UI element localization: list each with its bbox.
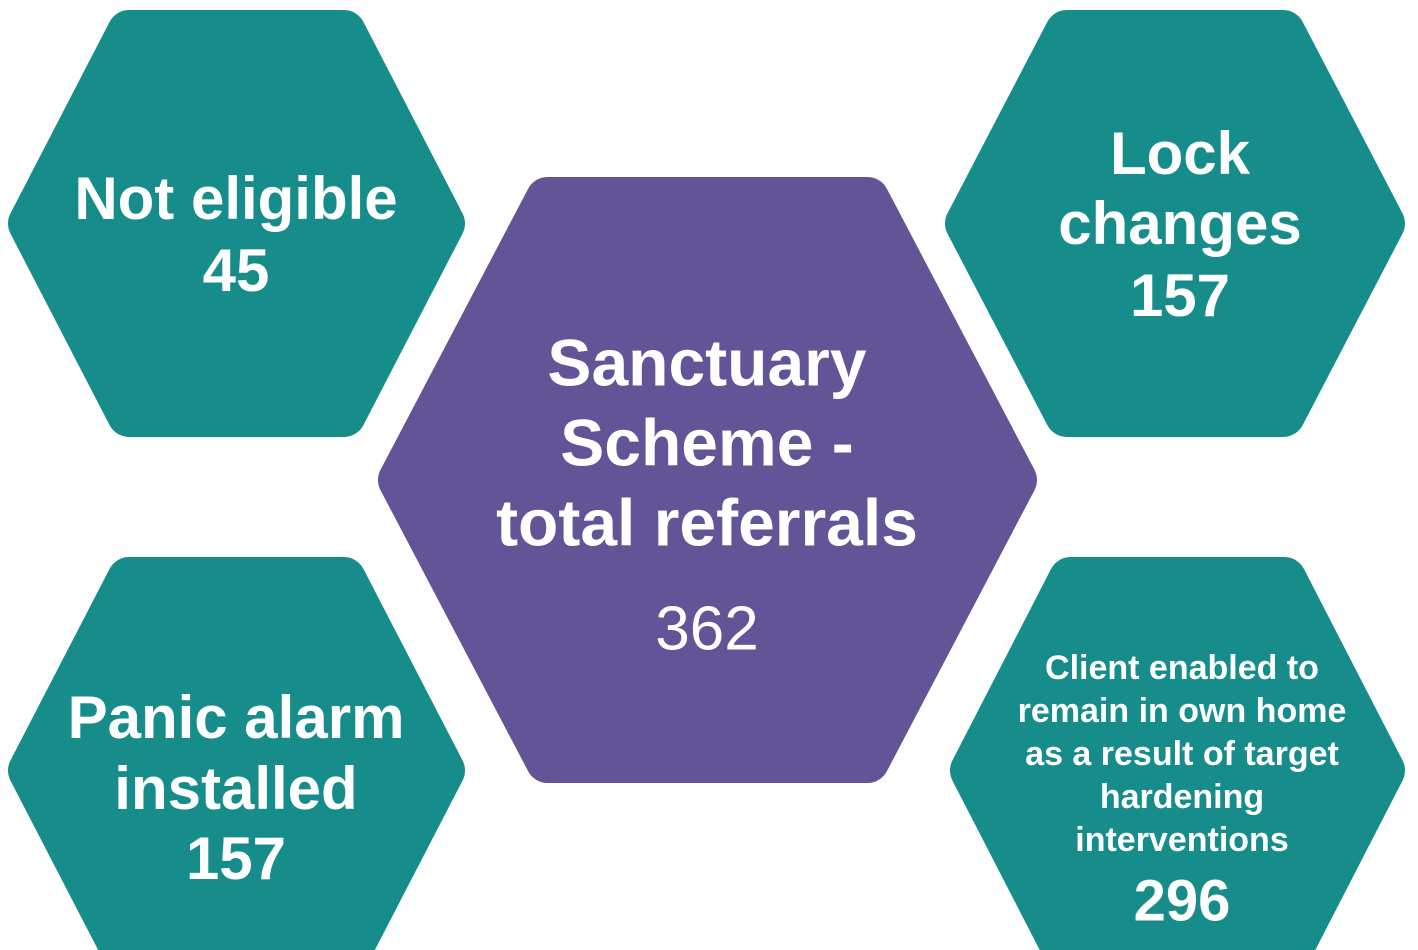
hexagon: [950, 557, 1405, 950]
node-label: Sanctuary: [547, 325, 866, 399]
node-value: 296: [1134, 868, 1231, 933]
node-label: Lock: [1110, 120, 1251, 187]
node-label: hardening: [1100, 778, 1264, 816]
node-value: 45: [203, 237, 270, 304]
node-value: 362: [655, 594, 758, 663]
hexagon: [378, 177, 1037, 783]
node-value: 157: [1130, 262, 1230, 329]
hexagon: [8, 557, 465, 950]
node-label: interventions: [1075, 821, 1288, 859]
node-label: Scheme -: [560, 405, 853, 479]
node-label: total referrals: [496, 485, 918, 559]
node-label: Panic alarm: [68, 684, 405, 751]
node-value: 157: [186, 825, 286, 892]
node-label: remain in own home: [1018, 692, 1347, 730]
node-label: changes: [1058, 190, 1301, 257]
node-label: installed: [114, 755, 357, 822]
node-label: as a result of target: [1025, 735, 1339, 773]
hexagon: [8, 10, 465, 437]
hexagon: [945, 10, 1405, 437]
node-label: Not eligible: [74, 165, 397, 232]
node-label: Client enabled to: [1045, 649, 1319, 687]
